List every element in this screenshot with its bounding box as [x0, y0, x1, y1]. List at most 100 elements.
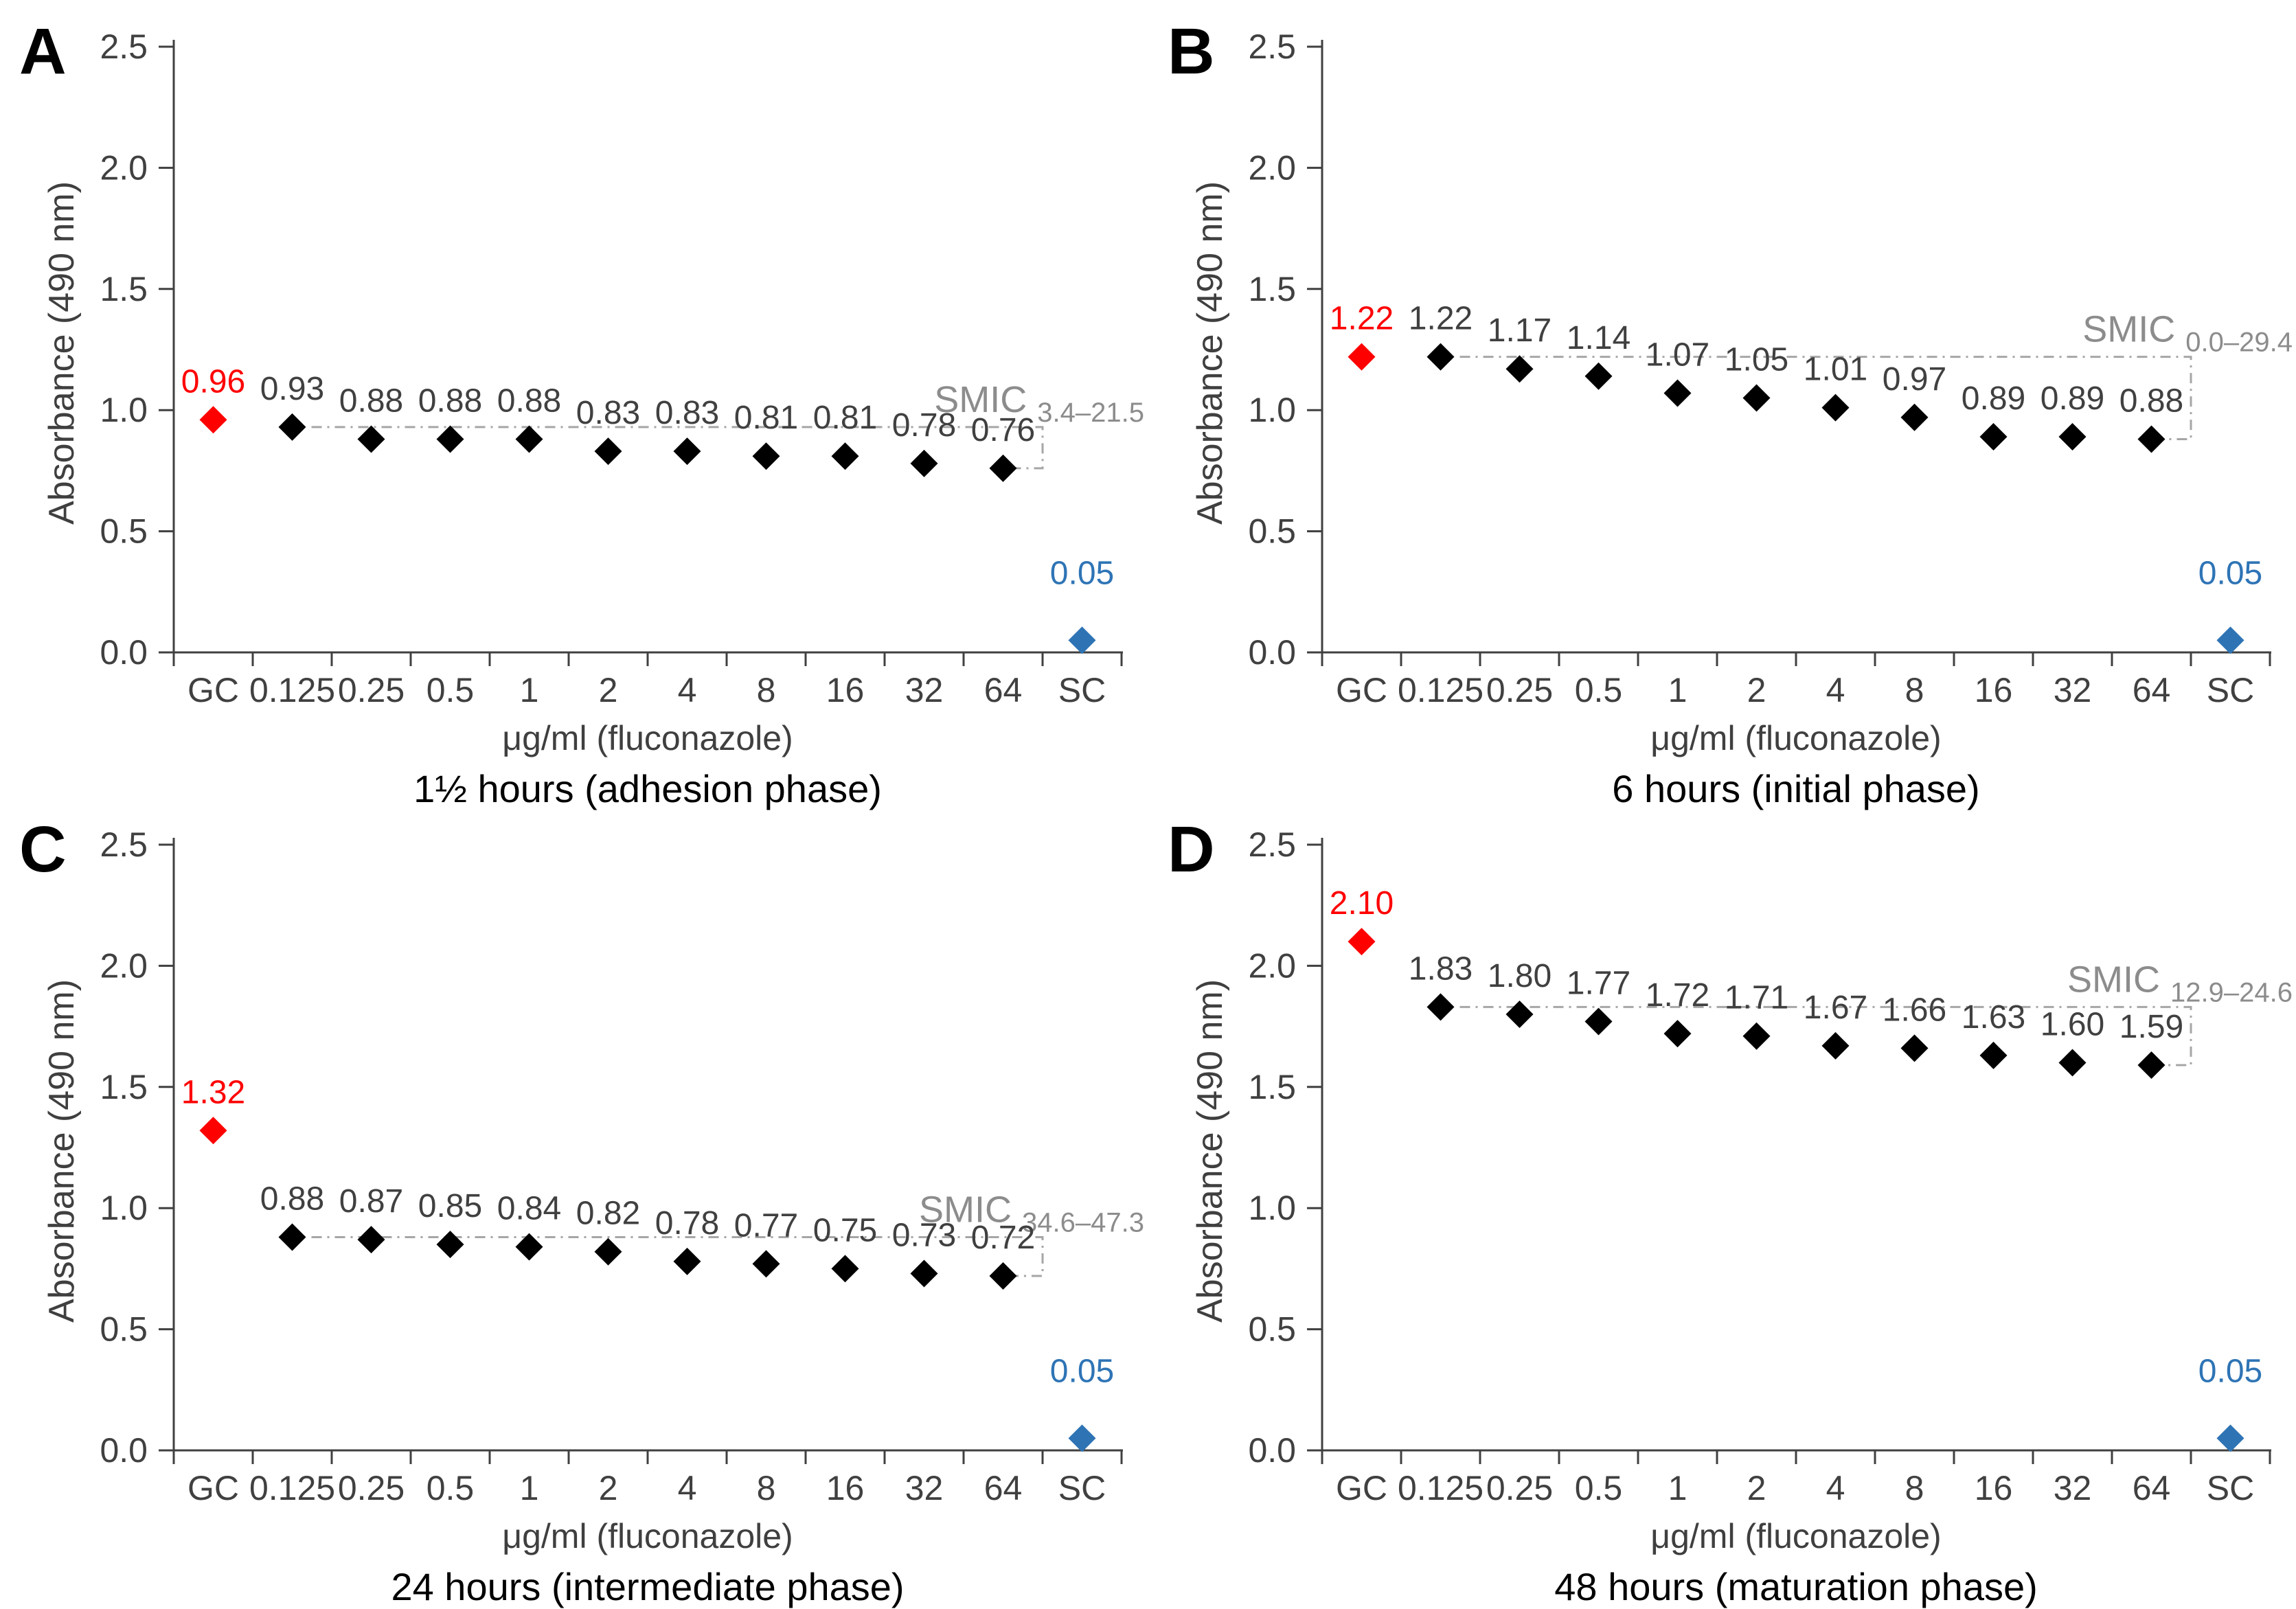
value-label: 0.88: [418, 383, 482, 420]
data-point: [2058, 1049, 2087, 1077]
gc-data-point: [1348, 928, 1376, 956]
panel-letter: C: [19, 813, 67, 886]
value-label: 0.05: [2198, 1353, 2262, 1389]
value-label: 1.17: [1488, 312, 1551, 349]
gc-data-point: [199, 406, 227, 434]
x-category-label: 0.125: [249, 1469, 335, 1507]
panel-subtitle: 24 hours (intermediate phase): [391, 1565, 905, 1608]
x-category-label: 0.5: [1575, 671, 1623, 709]
x-category-label: SC: [2207, 1469, 2254, 1507]
x-category-label: 0.5: [427, 1469, 475, 1507]
data-point: [673, 1247, 701, 1275]
data-point: [831, 442, 859, 470]
x-category-label: 0.125: [249, 671, 335, 709]
y-tick-label: 0.5: [1248, 1310, 1296, 1349]
data-point: [989, 1262, 1017, 1290]
y-tick-label: 1.0: [100, 391, 148, 429]
panel-c: C Absorbance (490 nm) 0.0 0.5 1.0 1.5 2.0 2.5…: [0, 798, 1148, 1609]
value-label: 1.07: [1646, 337, 1709, 374]
value-label: 0.97: [1883, 361, 1946, 398]
data-point: [357, 425, 385, 453]
data-point: [278, 1223, 306, 1251]
x-category-label: 16: [826, 1469, 865, 1507]
value-label: 0.83: [655, 395, 719, 431]
data-point: [1979, 1041, 2008, 1069]
x-category-label: 32: [2054, 1469, 2092, 1507]
data-point: [1900, 1034, 1929, 1062]
value-label: 0.89: [1962, 380, 2025, 417]
data-point: [1505, 1000, 1534, 1028]
data-point: [2058, 423, 2087, 451]
x-category-label: 16: [826, 671, 865, 709]
x-category-label: 64: [2133, 671, 2171, 709]
x-category-label: 0.5: [1575, 1469, 1623, 1507]
sc-data-point: [1068, 626, 1096, 654]
value-label: 0.72: [971, 1220, 1035, 1256]
x-category-label: 32: [905, 1469, 944, 1507]
value-label: 0.82: [576, 1196, 640, 1232]
data-point: [2137, 1051, 2166, 1080]
x-category-label: 0.125: [1398, 671, 1484, 709]
value-label: 1.83: [1409, 950, 1473, 987]
smic-bracket: [311, 1236, 1044, 1277]
x-category-label: 0.25: [1486, 671, 1553, 709]
data-point: [2137, 425, 2166, 453]
panel-letter: B: [1168, 15, 1215, 88]
x-category-label: 16: [1975, 671, 2013, 709]
y-tick-label: 1.0: [100, 1189, 148, 1227]
x-axis-title: μg/ml (fluconazole): [1650, 1517, 1942, 1555]
data-point: [1584, 1007, 1613, 1036]
y-tick-label: 1.5: [1248, 1068, 1296, 1106]
y-tick-label: 1.0: [1248, 391, 1296, 429]
y-tick-label: 0.0: [100, 633, 148, 672]
data-point: [1742, 1022, 1771, 1050]
panel-subtitle: 48 hours (maturation phase): [1554, 1565, 2038, 1608]
data-point: [831, 1255, 859, 1283]
value-label: 0.93: [260, 371, 324, 407]
panel-subtitle: 1½ hours (adhesion phase): [413, 767, 882, 810]
panel-letter: D: [1168, 813, 1215, 886]
x-category-label: 8: [757, 671, 776, 709]
y-tick-label: 2.0: [100, 148, 148, 187]
smic-label: SMIC 0.0–29.4: [2082, 309, 2293, 358]
x-category-label: 2: [1747, 1469, 1766, 1507]
y-tick-label: 1.5: [100, 270, 148, 308]
value-label: 1.80: [1488, 958, 1551, 994]
data-point: [436, 425, 464, 453]
y-tick-label: 0.5: [100, 1310, 148, 1349]
value-label: 2.10: [1330, 885, 1394, 922]
x-category-label: GC: [187, 671, 239, 709]
x-category-label: 8: [1905, 1469, 1924, 1507]
y-tick-label: 2.5: [1248, 27, 1296, 66]
data-point: [1821, 1031, 1850, 1060]
x-category-label: 4: [1826, 671, 1845, 709]
x-category-label: SC: [2207, 671, 2254, 709]
value-label: 0.88: [260, 1181, 324, 1218]
x-category-label: SC: [1058, 671, 1106, 709]
value-label: 1.72: [1646, 977, 1709, 1014]
value-label: 0.78: [892, 407, 956, 444]
value-label: 0.05: [2198, 555, 2262, 591]
y-tick-label: 2.0: [100, 946, 148, 985]
data-point: [1584, 362, 1613, 390]
data-point: [1821, 393, 1850, 422]
gc-data-point: [1348, 343, 1376, 371]
x-category-label: 64: [984, 671, 1023, 709]
plot-area-a: 0.0 0.5 1.0 1.5 2.0 2.5 GC 0.125 0.25 0.5 1 2 4 8 16 32…: [100, 27, 1144, 709]
smic-label-text: SMIC: [919, 1189, 1022, 1231]
value-label: 1.32: [181, 1074, 245, 1110]
smic-label: SMIC 3.4–21.5: [934, 379, 1144, 428]
smic-range: 34.6–47.3: [1022, 1208, 1144, 1238]
x-category-label: 2: [599, 671, 618, 709]
value-label: 0.88: [339, 383, 403, 420]
value-label: 0.77: [734, 1207, 798, 1244]
x-category-label: 1: [1668, 671, 1687, 709]
y-tick-label: 0.0: [100, 1431, 148, 1470]
plot-area-c: 0.0 0.5 1.0 1.5 2.0 2.5 GC 0.125 0.25 0.5 1 2 4 8 16 32…: [100, 825, 1144, 1507]
plot-area-d: 0.0 0.5 1.0 1.5 2.0 2.5 GC 0.125 0.25 0.5 1 2 4 8 16 32…: [1248, 825, 2293, 1507]
data-point: [1505, 355, 1534, 383]
x-category-label: 32: [2054, 671, 2092, 709]
x-category-label: 64: [2133, 1469, 2171, 1507]
gc-data-point: [199, 1117, 227, 1145]
y-tick-label: 0.0: [1248, 633, 1296, 672]
